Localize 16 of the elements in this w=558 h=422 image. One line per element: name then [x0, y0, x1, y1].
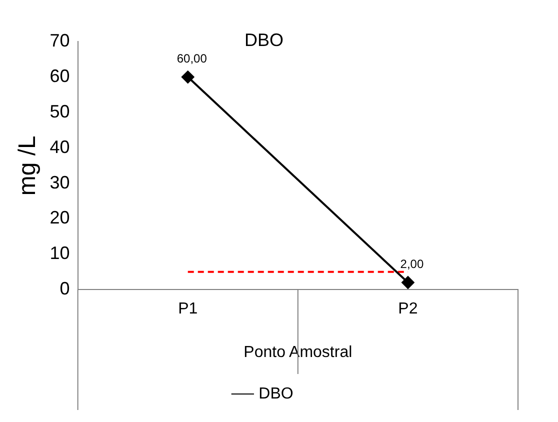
y-tick-label: 60 [50, 66, 70, 86]
y-tick-label: 20 [50, 208, 70, 228]
y-tick-label: 0 [60, 278, 70, 299]
legend-label: DBO [258, 385, 294, 402]
x-tick-label: P1 [178, 300, 198, 318]
y-tick-label: 10 [50, 243, 70, 264]
y-tick-label: 70 [50, 30, 70, 51]
chart-title: DBO [244, 30, 284, 50]
y-tick-label: 30 [50, 172, 70, 192]
y-axis-title: mg /L [14, 136, 42, 196]
y-tick-label: 40 [50, 136, 70, 157]
y-tick-label: 50 [50, 101, 70, 122]
x-tick-label: P2 [398, 300, 418, 318]
x-axis-title: Ponto Amostral [244, 344, 352, 361]
data-label: 2,00 [400, 256, 424, 271]
data-label: 60,00 [176, 51, 208, 66]
